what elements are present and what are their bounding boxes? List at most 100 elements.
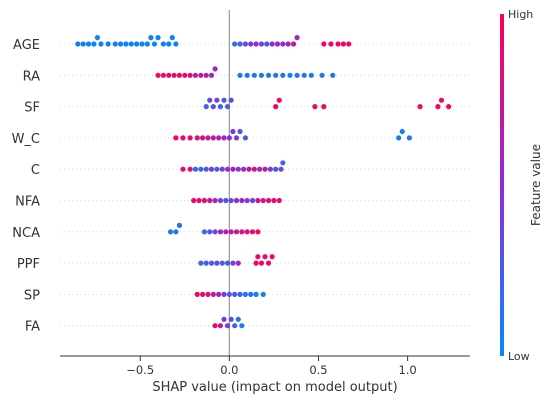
- row-guides: [60, 43, 470, 327]
- dot-nfa-11: [249, 197, 256, 204]
- dot-ppf-12: [265, 260, 272, 266]
- dot-sp-1: [200, 291, 206, 297]
- dot-nfa-3: [207, 197, 213, 204]
- dot-sf-14: [438, 97, 445, 103]
- dot-nca-12: [249, 229, 256, 235]
- dot-ra-24: [330, 72, 336, 78]
- dot-nfa-12: [255, 197, 261, 204]
- dot-age-16: [155, 35, 161, 41]
- dot-age-35: [328, 41, 334, 47]
- dot-nca-10: [239, 229, 245, 235]
- dot-ppf-10: [258, 260, 265, 266]
- dot-nca-11: [244, 229, 250, 235]
- dot-c-16: [267, 166, 273, 172]
- dot-age-34: [321, 41, 327, 47]
- x-tick-label-2: 0.5: [309, 363, 327, 377]
- dot-c-5: [208, 166, 215, 172]
- dot-age-17: [160, 41, 166, 47]
- dot-age-9: [123, 41, 129, 47]
- dot-c-11: [241, 166, 247, 172]
- dot-c-2: [192, 166, 199, 172]
- dot-ra-6: [187, 72, 193, 78]
- dot-w_c-15: [399, 128, 405, 135]
- dot-ra-19: [287, 72, 293, 78]
- dot-age-24: [248, 41, 254, 47]
- dot-age-1: [80, 41, 86, 47]
- dot-ppf-5: [224, 260, 231, 266]
- dot-w_c-0: [173, 135, 179, 141]
- dot-nca-4: [207, 229, 213, 235]
- dot-age-8: [118, 41, 124, 47]
- dot-nca-9: [233, 229, 240, 235]
- dot-age-27: [264, 41, 270, 47]
- dot-sf-15: [446, 104, 452, 110]
- feature-label-fa: FA: [25, 320, 40, 335]
- colorbar-low-label: Low: [508, 350, 530, 363]
- dot-age-25: [253, 41, 259, 47]
- dot-nfa-4: [212, 197, 218, 204]
- dot-nfa-1: [196, 197, 202, 204]
- dot-c-13: [251, 166, 257, 172]
- dot-ra-2: [166, 72, 172, 78]
- dot-w_c-8: [221, 135, 227, 141]
- dot-ppf-4: [219, 260, 225, 266]
- dot-sf-5: [221, 97, 227, 103]
- dot-fa-1: [217, 323, 224, 329]
- dot-nca-1: [173, 229, 179, 235]
- dot-c-19: [280, 160, 286, 166]
- feature-label-sf: SF: [24, 101, 40, 116]
- dot-sf-0: [203, 104, 209, 110]
- dot-nfa-0: [191, 197, 197, 204]
- dot-sf-3: [214, 97, 220, 103]
- dot-age-31: [285, 41, 291, 47]
- dot-age-29: [274, 41, 281, 47]
- dot-nfa-5: [217, 197, 224, 204]
- dot-ra-10: [208, 72, 215, 78]
- dot-ra-12: [237, 72, 243, 78]
- dot-age-4: [94, 35, 101, 41]
- dot-age-28: [269, 41, 275, 47]
- dot-nca-2: [176, 222, 183, 228]
- dot-ra-17: [273, 72, 279, 78]
- feature-label-nfa: NFA: [15, 195, 40, 210]
- feature-label-c: C: [31, 163, 40, 178]
- dot-sf-12: [417, 104, 423, 110]
- feature-labels: AGE RA SF W_C C NFA NCA PPF SP FA: [12, 38, 41, 335]
- dot-age-32: [290, 41, 297, 47]
- dot-sp-0: [194, 291, 200, 297]
- dot-nfa-8: [233, 197, 240, 204]
- dot-ra-9: [203, 72, 209, 78]
- dot-age-7: [112, 41, 118, 47]
- dot-c-17: [273, 166, 279, 172]
- feature-label-w_c: W_C: [12, 132, 40, 147]
- dot-c-9: [230, 166, 236, 172]
- dot-ppf-6: [230, 260, 236, 266]
- dot-nca-7: [223, 229, 229, 235]
- dot-age-0: [75, 41, 81, 47]
- dot-age-23: [242, 41, 248, 47]
- dot-age-20: [173, 41, 179, 47]
- dot-sf-2: [210, 104, 216, 110]
- dot-age-26: [258, 41, 265, 47]
- dot-ppf-13: [269, 254, 275, 260]
- shap-dots: [75, 35, 452, 329]
- dot-fa-4: [228, 316, 234, 322]
- dot-ppf-2: [208, 260, 215, 266]
- dot-age-12: [139, 41, 145, 47]
- dot-sp-10: [248, 291, 254, 297]
- dot-nca-3: [201, 229, 207, 235]
- dot-ra-23: [319, 72, 325, 78]
- dot-age-19: [169, 35, 175, 41]
- dot-age-14: [148, 35, 154, 41]
- dot-w_c-12: [237, 128, 243, 135]
- dot-nca-6: [217, 229, 224, 235]
- dot-w_c-3: [194, 135, 200, 141]
- colorbar-title: Feature value: [529, 144, 543, 226]
- dot-age-36: [335, 41, 341, 47]
- dot-ra-0: [155, 72, 161, 78]
- dot-w_c-14: [396, 135, 402, 141]
- dot-ra-4: [176, 72, 183, 78]
- dot-fa-0: [212, 323, 218, 329]
- dot-sp-12: [260, 291, 266, 297]
- dot-ra-16: [265, 72, 272, 78]
